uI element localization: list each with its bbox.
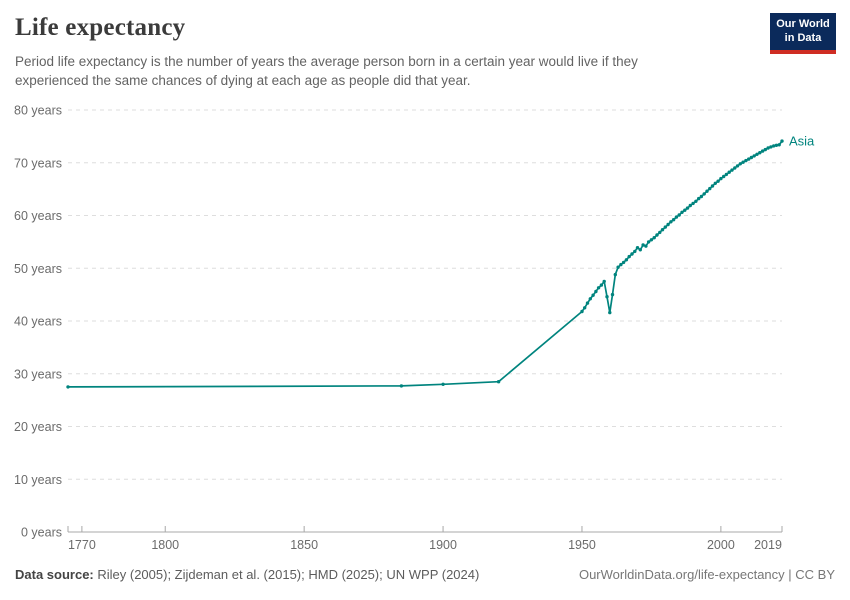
- svg-text:70 years: 70 years: [14, 156, 62, 170]
- svg-text:50 years: 50 years: [14, 262, 62, 276]
- owid-logo-line1: Our World: [776, 18, 830, 30]
- footer-right: OurWorldinData.org/life-expectancy | CC …: [579, 567, 835, 582]
- svg-text:1950: 1950: [568, 538, 596, 552]
- series-end-label: Asia: [789, 134, 815, 149]
- svg-text:1770: 1770: [68, 538, 96, 552]
- owid-url-link[interactable]: OurWorldinData.org/life-expectancy: [578, 567, 785, 582]
- svg-text:0 years: 0 years: [21, 526, 62, 540]
- svg-text:2019: 2019: [754, 538, 782, 552]
- data-source-label: Data source:: [15, 567, 94, 582]
- page-title: Life expectancy: [15, 14, 186, 41]
- svg-text:20 years: 20 years: [14, 420, 62, 434]
- x-axis: 1770 1800 1850 1900 1950 2000 2019: [67, 526, 783, 552]
- svg-text:80 years: 80 years: [14, 104, 62, 118]
- line-chart: 0 years 10 years 20 years 30 years 40 years 5…: [14, 104, 815, 553]
- svg-text:30 years: 30 years: [14, 367, 62, 381]
- series-line: [67, 140, 783, 388]
- license-link[interactable]: CC BY: [795, 567, 835, 582]
- svg-text:40 years: 40 years: [14, 315, 62, 329]
- svg-text:60 years: 60 years: [14, 209, 62, 223]
- owid-logo[interactable]: Our World in Data: [770, 13, 836, 54]
- data-source-text: Riley (2005); Zijdeman et al. (2015); HM…: [93, 567, 480, 582]
- svg-text:10 years: 10 years: [14, 473, 62, 487]
- y-gridlines: 0 years 10 years 20 years 30 years 40 years 5…: [14, 104, 782, 540]
- footer-separator: |: [784, 567, 796, 582]
- svg-text:1850: 1850: [290, 538, 318, 552]
- svg-text:2000: 2000: [707, 538, 735, 552]
- owid-logo-line2: in Data: [784, 31, 822, 44]
- page-subtitle: Period life expectancy is the number of …: [15, 54, 638, 89]
- svg-text:1900: 1900: [429, 538, 457, 552]
- data-source-note: Data source: Riley (2005); Zijdeman et a…: [15, 567, 479, 582]
- chart-footer: Data source: Riley (2005); Zijdeman et a…: [15, 567, 835, 582]
- series-asia: Asia: [66, 134, 815, 389]
- svg-text:1800: 1800: [151, 538, 179, 552]
